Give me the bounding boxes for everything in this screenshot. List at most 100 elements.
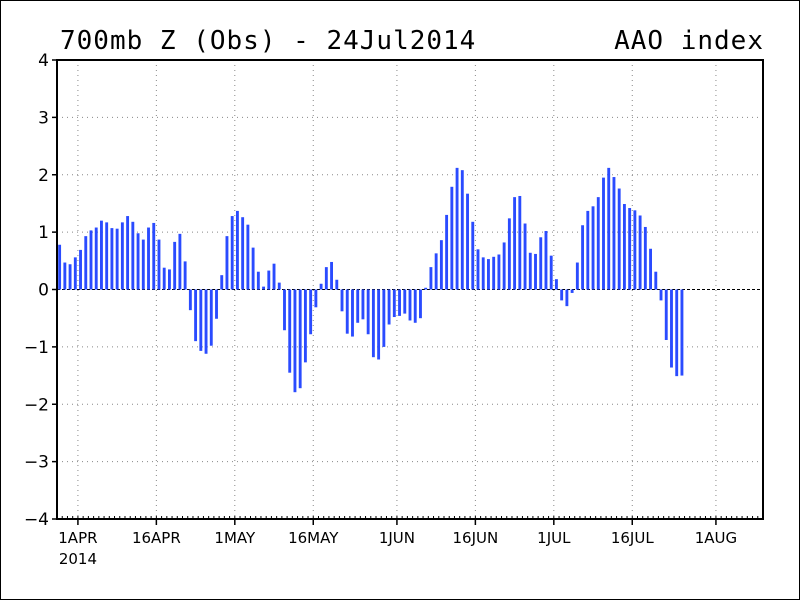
data-bar (612, 177, 616, 290)
data-bar (434, 253, 438, 290)
data-bar (272, 263, 276, 290)
data-bar (455, 167, 459, 290)
data-bar (204, 289, 208, 354)
data-bar (628, 208, 632, 290)
data-bar (73, 257, 77, 290)
data-bar (377, 289, 381, 360)
data-bar (466, 193, 469, 290)
data-bar (293, 289, 297, 393)
x-tick-label: 1AUG (695, 529, 737, 547)
data-bar (570, 289, 574, 293)
y-tick-label: −4 (24, 510, 49, 530)
data-bar (209, 289, 213, 346)
y-tick-label: 4 (38, 51, 49, 71)
x-tick-label: 16JUL (611, 529, 654, 547)
data-bar (298, 289, 302, 389)
data-bar (235, 210, 239, 290)
data-bar (303, 289, 307, 363)
x-tick-label: 1APR (58, 529, 97, 547)
data-bar (63, 262, 67, 290)
data-bar (581, 225, 585, 290)
data-bar (513, 197, 517, 290)
data-bar (340, 289, 344, 312)
data-bar (330, 261, 333, 290)
data-bar (633, 210, 637, 290)
data-bar (335, 279, 339, 290)
data-bar (152, 222, 156, 290)
data-bar (387, 289, 391, 325)
data-bar (492, 256, 496, 290)
data-bar (251, 247, 255, 290)
data-bar (539, 237, 543, 290)
data-bar (602, 177, 605, 290)
data-bar (382, 289, 386, 347)
data-bar (356, 289, 360, 323)
y-tick-label: 3 (38, 108, 49, 128)
data-bar (79, 249, 82, 290)
data-bar (424, 287, 428, 290)
data-bar (188, 289, 192, 311)
data-bar (283, 289, 286, 331)
x-tick-label: 16APR (132, 529, 181, 547)
data-bar (622, 204, 626, 290)
data-bar (100, 220, 103, 290)
data-bar (670, 289, 673, 368)
data-bar (324, 267, 328, 290)
data-bar (638, 215, 642, 290)
data-bar (262, 286, 266, 290)
y-tick-label: −3 (24, 453, 49, 473)
data-bar (607, 167, 611, 290)
chart-title: 700mb Z (Obs) - 24Jul2014 (60, 26, 477, 56)
data-bar (439, 240, 443, 290)
data-bar (507, 218, 511, 290)
data-bar (126, 216, 130, 290)
data-bar (194, 289, 198, 342)
data-bar (131, 221, 135, 290)
x-tick-label: 16JUN (453, 529, 499, 547)
data-bar (371, 289, 375, 358)
data-bar (361, 289, 365, 320)
y-tick-label: 2 (38, 166, 49, 186)
data-bar (591, 206, 595, 290)
data-bar (429, 267, 433, 290)
data-bar (68, 264, 72, 290)
data-bar (94, 227, 98, 290)
data-bar (481, 257, 485, 290)
data-bar (110, 228, 114, 290)
data-bar (115, 228, 119, 290)
data-bar (147, 227, 150, 290)
data-bar (413, 289, 417, 323)
data-bar (617, 188, 621, 290)
data-bar (277, 282, 281, 290)
data-bar (654, 271, 658, 290)
x-tick-year-label: 2014 (59, 550, 97, 568)
data-bar (241, 217, 245, 290)
data-bar (408, 289, 412, 321)
data-bar (84, 236, 88, 290)
data-bar (476, 249, 480, 290)
y-tick-label: 0 (38, 281, 49, 301)
data-bar (460, 170, 464, 290)
data-bar (199, 289, 203, 351)
data-bar (497, 254, 501, 290)
data-bar (450, 186, 454, 290)
x-tick-label: 1MAY (214, 529, 256, 547)
data-bar (643, 226, 647, 290)
data-bar (256, 271, 260, 290)
data-bar (586, 210, 590, 290)
data-bar (518, 195, 522, 290)
data-bar (120, 222, 124, 290)
data-bar (664, 289, 668, 340)
data-bar (215, 289, 218, 319)
x-tick-label: 1JUL (537, 529, 571, 547)
data-bar (183, 261, 187, 290)
data-bar (105, 222, 109, 290)
data-bar (141, 239, 145, 290)
data-bar (230, 216, 234, 290)
data-bar (659, 289, 663, 301)
data-bar (471, 221, 475, 290)
data-bar (351, 289, 354, 337)
data-bar (345, 289, 349, 334)
data-bar (392, 289, 396, 318)
